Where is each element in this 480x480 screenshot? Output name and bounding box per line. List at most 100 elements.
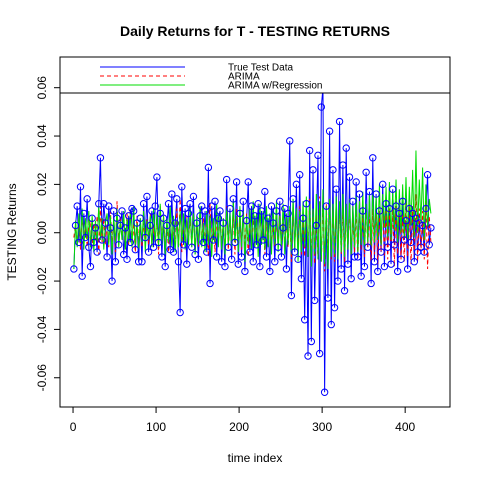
data-point (337, 265, 345, 273)
plot-area (70, 83, 435, 396)
data-point (113, 214, 121, 222)
data-point (75, 238, 83, 247)
data-point (365, 187, 374, 196)
data-point (352, 178, 360, 186)
data-point (115, 241, 123, 249)
data-point (244, 178, 252, 186)
data-point (198, 202, 206, 210)
data-point (379, 180, 387, 189)
data-point (377, 248, 385, 256)
data-point (221, 262, 229, 271)
data-point (93, 248, 101, 256)
data-point (169, 248, 178, 256)
data-point (327, 320, 335, 329)
data-point (369, 154, 377, 162)
data-point (340, 287, 349, 295)
data-point (119, 250, 128, 259)
data-point (229, 195, 237, 203)
data-point (136, 214, 144, 222)
data-point (168, 190, 176, 198)
data-point (207, 202, 216, 210)
data-point (266, 267, 274, 276)
data-point (422, 204, 430, 213)
data-point (397, 255, 405, 264)
data-point (384, 243, 392, 251)
data-point (108, 277, 116, 285)
data-point (294, 255, 302, 264)
data-point (98, 236, 106, 244)
data-point (232, 178, 241, 186)
data-point (176, 308, 184, 317)
data-point (330, 303, 339, 312)
data-point (350, 253, 359, 261)
data-point (407, 238, 415, 247)
data-point (274, 243, 282, 251)
y-tick-label: -0.06 (35, 364, 49, 392)
data-point (158, 253, 166, 261)
data-point (251, 212, 259, 220)
data-point (276, 197, 284, 206)
data-point (83, 195, 91, 203)
data-point (173, 195, 181, 203)
data-point (254, 200, 262, 208)
data-point (211, 197, 219, 206)
data-point (118, 207, 126, 215)
data-point (171, 219, 179, 227)
data-point (345, 173, 354, 181)
data-point (312, 221, 321, 230)
data-point (126, 238, 135, 247)
legend-label: True Test Data (228, 63, 293, 74)
data-point (262, 253, 271, 261)
data-point (264, 214, 272, 222)
data-point (357, 272, 365, 280)
x-tick-label: 300 (312, 420, 332, 434)
data-point (279, 224, 287, 232)
data-point (161, 262, 169, 271)
data-point (347, 274, 355, 283)
data-point (144, 248, 153, 256)
data-point (231, 238, 239, 247)
data-point (324, 294, 332, 302)
data-point (91, 224, 100, 232)
x-tick-label: 400 (395, 420, 415, 434)
data-point (284, 209, 292, 218)
data-point (427, 224, 435, 232)
data-point (349, 197, 357, 206)
data-point (257, 207, 266, 215)
data-point (96, 154, 105, 162)
data-point (417, 243, 425, 251)
data-point (203, 248, 211, 256)
data-point (286, 137, 294, 145)
data-point (261, 187, 269, 196)
data-point (134, 258, 143, 266)
data-point (400, 236, 409, 244)
data-point (186, 200, 194, 208)
data-point (315, 349, 324, 358)
data-point (236, 209, 244, 218)
data-point (217, 258, 226, 266)
data-point (402, 216, 410, 225)
data-point (239, 197, 247, 206)
y-tick-label: 0.04 (35, 124, 49, 148)
data-point (143, 192, 151, 201)
data-point (390, 241, 399, 249)
data-point (372, 190, 380, 198)
data-point (317, 103, 326, 111)
data-point (420, 248, 428, 256)
data-point (71, 221, 80, 230)
data-point (277, 253, 286, 261)
data-point (139, 200, 148, 208)
data-point (289, 195, 297, 203)
data-point (153, 173, 161, 181)
data-point (310, 296, 319, 305)
data-point (370, 258, 379, 266)
data-point (204, 163, 213, 172)
data-point (179, 241, 188, 249)
data-point (325, 127, 334, 135)
y-tick-label: -0.04 (35, 315, 49, 343)
data-point (85, 243, 93, 251)
data-point (297, 274, 306, 283)
data-point (314, 151, 322, 160)
data-point (309, 166, 317, 174)
data-point (214, 214, 223, 222)
